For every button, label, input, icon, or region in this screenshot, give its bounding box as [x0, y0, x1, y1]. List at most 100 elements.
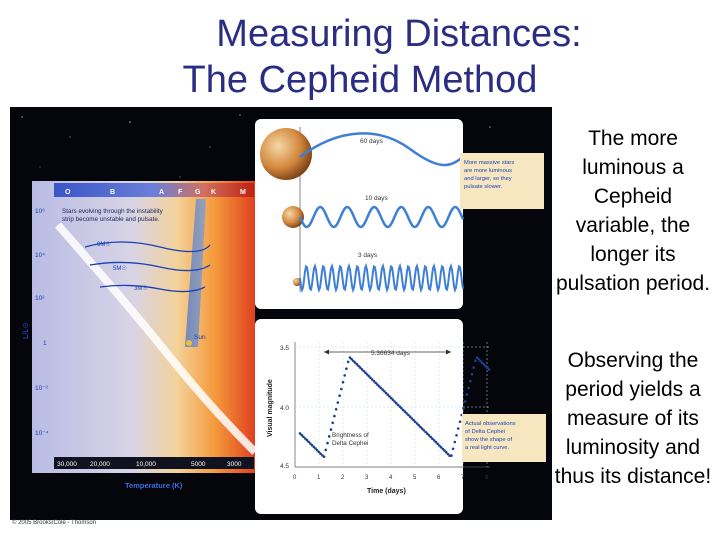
light-curve-point [453, 440, 457, 444]
light-curve-point [372, 379, 376, 383]
light-curve-point [319, 452, 322, 456]
wave-60-days [299, 132, 464, 167]
light-curve-point [302, 435, 305, 439]
light-curve-point [477, 358, 481, 361]
light-curve-point [431, 437, 434, 441]
spectral-o: O [65, 189, 71, 196]
hr-x-tick: 10,000 [136, 461, 156, 468]
title-line-2: The Cepheid Method [182, 59, 538, 101]
hr-x-tick: 5000 [191, 461, 206, 468]
light-curve-point [424, 430, 427, 434]
light-curve-point [395, 401, 398, 405]
pulsation-note-line3: and larger, so they [464, 176, 512, 182]
light-curve-point [329, 428, 333, 431]
hr-note-line1: Stars evolving through the instability [62, 208, 164, 215]
hr-x-tick: 3000 [227, 461, 242, 468]
lc-brightness-label-1: Brightness of [332, 432, 369, 439]
light-curve-point [303, 437, 307, 440]
track-3m [99, 284, 206, 293]
light-curve-point [386, 393, 390, 397]
track-label-9m: 9M☉ [97, 241, 111, 248]
light-curve-point [417, 423, 421, 427]
hr-y-axis-label: L/L☉ [22, 322, 30, 339]
light-curve-point [436, 442, 439, 446]
wave-10-days [298, 205, 465, 229]
light-curve-point [315, 449, 319, 452]
period-arrow-head-left [324, 349, 329, 355]
light-curve-point [446, 452, 450, 456]
sun-marker [186, 340, 192, 346]
lc-note-line4: a real light curve. [465, 445, 510, 451]
light-curve-point [405, 412, 408, 415]
light-curve-point [346, 360, 350, 364]
light-curve-point [364, 371, 367, 375]
figure-svg: O B A F G K M 10⁶ 10⁴ 10² 1 10⁻² 10⁻⁴ L/… [21, 114, 546, 514]
light-curve-point [408, 415, 412, 419]
light-curve-point [398, 405, 402, 408]
light-curve-point [475, 356, 479, 359]
light-curve-point [345, 367, 348, 371]
hr-diagram: O B A F G K M 10⁶ 10⁴ 10² 1 10⁻² 10⁻⁴ L/… [22, 181, 258, 490]
lc-x-tick: 4 [389, 475, 393, 481]
period-arrow-head-right [446, 349, 451, 355]
light-curve-point [377, 385, 381, 388]
luminosity-period-text: The more luminous a Cepheid variable, th… [555, 127, 711, 295]
pulsation-note-box [460, 153, 544, 209]
light-curve-point [334, 408, 338, 411]
light-curve-point [326, 441, 329, 445]
hr-note-line2: strip become unstable and pulsate. [62, 216, 160, 223]
light-curve-background [255, 319, 463, 514]
light-curve-point [336, 401, 340, 404]
sun-label: Sun [194, 334, 206, 341]
light-curve-point [415, 422, 419, 425]
lc-note-line3: show the shape of [465, 437, 512, 443]
light-curve-point [312, 445, 316, 449]
period-label-3: 3 days [358, 252, 378, 259]
spectral-k: K [211, 189, 216, 196]
period-label-60: 60 days [360, 138, 384, 145]
light-curve-point [487, 368, 491, 371]
light-curve-point [343, 374, 347, 377]
light-curve-point [482, 363, 486, 366]
light-curve-point [444, 451, 448, 454]
lc-x-tick: 6 [437, 475, 441, 481]
lc-y-tick: 4.5 [280, 463, 289, 470]
light-curve-point [393, 400, 396, 403]
light-curve-point [369, 376, 372, 380]
hr-y-tick: 10⁴ [35, 252, 45, 259]
track-label-3m: 3M☉ [134, 285, 148, 292]
light-curve-point [410, 417, 414, 420]
light-curve-point [324, 448, 328, 452]
lc-y-tick: 3.5 [280, 345, 289, 352]
light-curve-point [396, 403, 400, 407]
light-curve-point [429, 435, 433, 439]
hr-y-tick: 10⁻⁴ [35, 430, 49, 437]
pulsation-note-line4: pulsate slower. [464, 184, 503, 190]
light-curve-point [484, 364, 488, 368]
spectral-a: A [159, 189, 164, 196]
light-curve-point [472, 366, 476, 369]
light-curve-point [403, 410, 407, 413]
light-curve-point [327, 435, 331, 438]
small-star [293, 278, 301, 286]
light-curve-point [441, 447, 445, 451]
period-label-10: 10 days [365, 195, 389, 202]
lc-grid [295, 342, 490, 467]
wave-3-days [299, 262, 464, 294]
light-curve-point [348, 356, 352, 359]
light-curve-point [376, 383, 379, 386]
hr-y-tick: 10² [35, 295, 45, 302]
lc-note-box [462, 414, 546, 462]
spectral-b: B [110, 189, 115, 196]
hr-y-tick: 1 [43, 340, 47, 347]
light-curve-points [298, 356, 491, 459]
medium-star [282, 206, 304, 228]
distance-text: Observing the period yields a measure of… [554, 349, 712, 488]
light-curve-point [383, 390, 386, 393]
light-curve-point [412, 418, 415, 422]
light-curve-point [333, 414, 336, 418]
light-curve-point [384, 391, 388, 395]
light-curve-point [455, 434, 458, 437]
light-curve-point [422, 429, 426, 432]
light-curve-point [309, 442, 312, 445]
